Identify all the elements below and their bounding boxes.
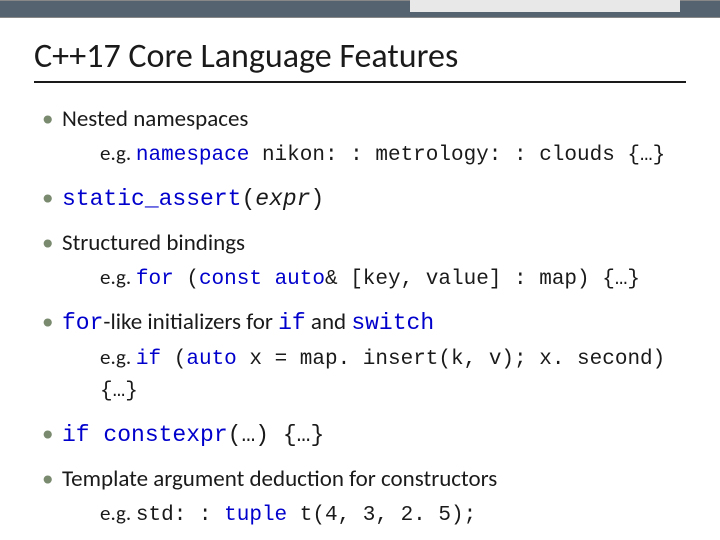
kw-auto: auto bbox=[186, 348, 236, 371]
bullet-structured-bindings: Structured bindings e.g. for (const auto… bbox=[42, 229, 686, 294]
kw-switch: switch bbox=[351, 310, 434, 336]
slide-content: C++17 Core Language Features Nested name… bbox=[0, 18, 720, 530]
bullet-text: Template argument deduction for construc… bbox=[62, 465, 497, 493]
bullet-example: e.g. namespace nikon: : metrology: : clo… bbox=[62, 139, 686, 170]
paren: ( bbox=[161, 348, 186, 371]
code-std: std: : bbox=[136, 504, 224, 527]
expr-italic: expr bbox=[255, 186, 310, 212]
kw-if: if bbox=[136, 348, 161, 371]
bullet-text: Nested namespaces bbox=[62, 105, 248, 133]
bullet-template-deduction: Template argument deduction for construc… bbox=[42, 465, 686, 530]
bullet-list: Nested namespaces e.g. namespace nikon: … bbox=[34, 105, 686, 530]
eg-prefix: e.g. bbox=[100, 264, 136, 290]
eg-prefix: e.g. bbox=[100, 344, 136, 370]
paren-close: ) bbox=[310, 186, 324, 212]
eg-prefix: e.g. bbox=[100, 140, 136, 166]
kw-if: if bbox=[278, 310, 306, 336]
code-rest: nikon: : metrology: : clouds {…} bbox=[249, 144, 665, 167]
bullet-if-constexpr: if constexpr(…) {…} bbox=[42, 420, 686, 451]
bullet-example: e.g. for (const auto& [key, value] : map… bbox=[62, 263, 686, 294]
text-mid: -like initializers for bbox=[103, 308, 278, 336]
code-rest: & [key, value] : map) {…} bbox=[325, 268, 640, 291]
bullet-example: e.g. if (auto x = map. insert(k, v); x. … bbox=[62, 343, 686, 406]
bullet-text: Structured bindings bbox=[62, 229, 245, 257]
bullet-static-assert: static_assert(expr) bbox=[42, 184, 686, 215]
code-rest: t(4, 3, 2. 5); bbox=[287, 504, 476, 527]
eg-prefix: e.g. bbox=[100, 500, 136, 526]
slide-top-accent bbox=[410, 0, 680, 12]
kw-for: for bbox=[62, 310, 103, 336]
kw-static-assert: static_assert bbox=[62, 186, 241, 212]
paren: ( bbox=[174, 268, 199, 291]
kw-namespace: namespace bbox=[136, 144, 249, 167]
bullet-for-like-init: for-like initializers for if and switch … bbox=[42, 308, 686, 406]
code-rest: (…) {…} bbox=[228, 422, 325, 448]
kw-const-auto: const auto bbox=[199, 268, 325, 291]
kw-if-constexpr: if constexpr bbox=[62, 422, 228, 448]
bullet-example: e.g. std: : tuple t(4, 3, 2. 5); bbox=[62, 499, 686, 530]
slide-title: C++17 Core Language Features bbox=[34, 36, 686, 83]
text-mid: and bbox=[306, 308, 352, 336]
kw-tuple: tuple bbox=[224, 504, 287, 527]
kw-for: for bbox=[136, 268, 174, 291]
paren-open: ( bbox=[241, 186, 255, 212]
bullet-nested-namespaces: Nested namespaces e.g. namespace nikon: … bbox=[42, 105, 686, 170]
